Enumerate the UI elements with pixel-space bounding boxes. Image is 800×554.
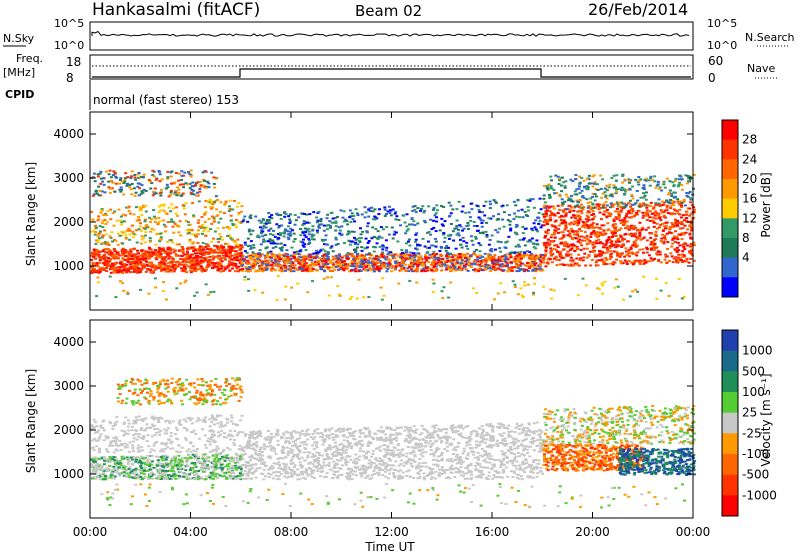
x-tick-label: 16:00	[475, 525, 510, 539]
colorbar-segment	[722, 495, 738, 517]
y-tick-label: 3000	[53, 379, 84, 393]
colorbar-segment	[722, 159, 738, 180]
colorbar-tick: 12	[742, 211, 757, 225]
colorbar-segment	[722, 474, 738, 496]
power-colorbar-label: Power [dB]	[759, 172, 773, 237]
freq-tick-top: 18	[66, 55, 81, 69]
colorbar-tick: 20	[742, 172, 757, 186]
colorbar-segment	[722, 392, 738, 414]
colorbar-tick: 1000	[742, 344, 773, 358]
colorbar-segment	[722, 433, 738, 455]
velocity-y-axis: 1000 2000 3000 4000	[53, 335, 693, 481]
nave-tick-top: 60	[708, 54, 723, 68]
y-tick-label: 2000	[53, 423, 84, 437]
colorbar-tick: 24	[742, 152, 757, 166]
colorbar-segment	[722, 179, 738, 200]
y-tick-label: 1000	[53, 259, 84, 273]
nsky-tick-bottom: 10^0	[54, 39, 84, 52]
velocity-ylabel: Slant Range [km]	[24, 369, 38, 473]
colorbar-tick: -1000	[742, 488, 777, 502]
colorbar-tick: 28	[742, 133, 757, 147]
y-tick-label: 4000	[53, 335, 84, 349]
power-y-axis: 1000 2000 3000 4000	[53, 127, 693, 273]
station-title: Hankasalmi (fitACF)	[92, 0, 260, 20]
x-tick-label: 08:00	[274, 525, 309, 539]
y-tick-label: 4000	[53, 127, 84, 141]
colorbar-tick: -500	[742, 468, 769, 482]
nsky-label: N.Sky	[3, 32, 35, 45]
nave-label: Nave	[747, 62, 775, 75]
y-tick-label: 1000	[53, 467, 84, 481]
colorbar-tick: -25	[742, 426, 762, 440]
velocity-panel-frame	[89, 319, 694, 519]
nsearch-tick-bottom: 10^0	[707, 39, 737, 52]
x-tick-label: 00:00	[73, 525, 108, 539]
colorbar-segment	[722, 257, 738, 278]
power-colorbar: 28 24 20 16 12 8 4	[721, 119, 757, 298]
colorbar-segment	[722, 350, 738, 372]
colorbar-segment	[722, 198, 738, 219]
velocity-colorbar-label: Velocity [m s⁻¹]	[759, 373, 773, 466]
colorbar-segment	[722, 412, 738, 434]
colorbar-segment	[722, 454, 738, 476]
colorbar-segment	[722, 120, 738, 141]
colorbar-segment	[722, 238, 738, 259]
colorbar-segment	[722, 139, 738, 160]
nsky-panel-frame	[89, 21, 694, 51]
colorbar-tick: 16	[742, 192, 757, 206]
nsearch-tick-top: 10^5	[707, 17, 737, 30]
freq-panel-frame	[89, 54, 694, 80]
velocity-heatmap	[90, 377, 696, 509]
nave-tick-bottom: 0	[708, 71, 716, 85]
freq-label-2: [MHz]	[3, 66, 35, 79]
x-tick-label: 12:00	[374, 525, 409, 539]
y-tick-label: 3000	[53, 171, 84, 185]
colorbar-segment	[722, 277, 738, 298]
date-label: 26/Feb/2014	[588, 0, 688, 19]
colorbar-tick: 500	[742, 364, 765, 378]
freq-label-1: Freq.	[16, 52, 43, 65]
colorbar-tick: 100	[742, 385, 765, 399]
colorbar-tick: 25	[742, 406, 757, 420]
x-tick-label: 20:00	[575, 525, 610, 539]
x-tick-label: 04:00	[173, 525, 208, 539]
cpid-label: CPID	[5, 88, 34, 101]
colorbar-tick: 4	[742, 251, 750, 265]
time-x-axis: 00:00 04:00 08:00 12:00 16:00 20:00 00:00	[73, 112, 711, 539]
power-heatmap	[90, 169, 696, 301]
freq-trace	[92, 68, 691, 78]
colorbar-tick: 8	[742, 231, 750, 245]
beam-label: Beam 02	[355, 2, 422, 20]
nsearch-label: N.Search	[745, 31, 795, 44]
colorbar-segment	[722, 330, 738, 352]
cpid-text: normal (fast stereo) 153	[93, 93, 239, 107]
x-tick-label: 00:00	[676, 525, 711, 539]
colorbar-segment	[722, 371, 738, 393]
power-ylabel: Slant Range [km]	[24, 162, 38, 266]
velocity-colorbar: 1000 500 100 25 -25 -100 -500 -1000	[721, 329, 777, 517]
nsky-trace	[91, 30, 690, 37]
x-axis-label: Time UT	[364, 540, 415, 554]
y-tick-label: 2000	[53, 215, 84, 229]
nsky-tick-top: 10^5	[54, 17, 84, 30]
freq-tick-bottom: 8	[66, 71, 74, 85]
colorbar-tick: -100	[742, 447, 769, 461]
colorbar-segment	[722, 218, 738, 239]
